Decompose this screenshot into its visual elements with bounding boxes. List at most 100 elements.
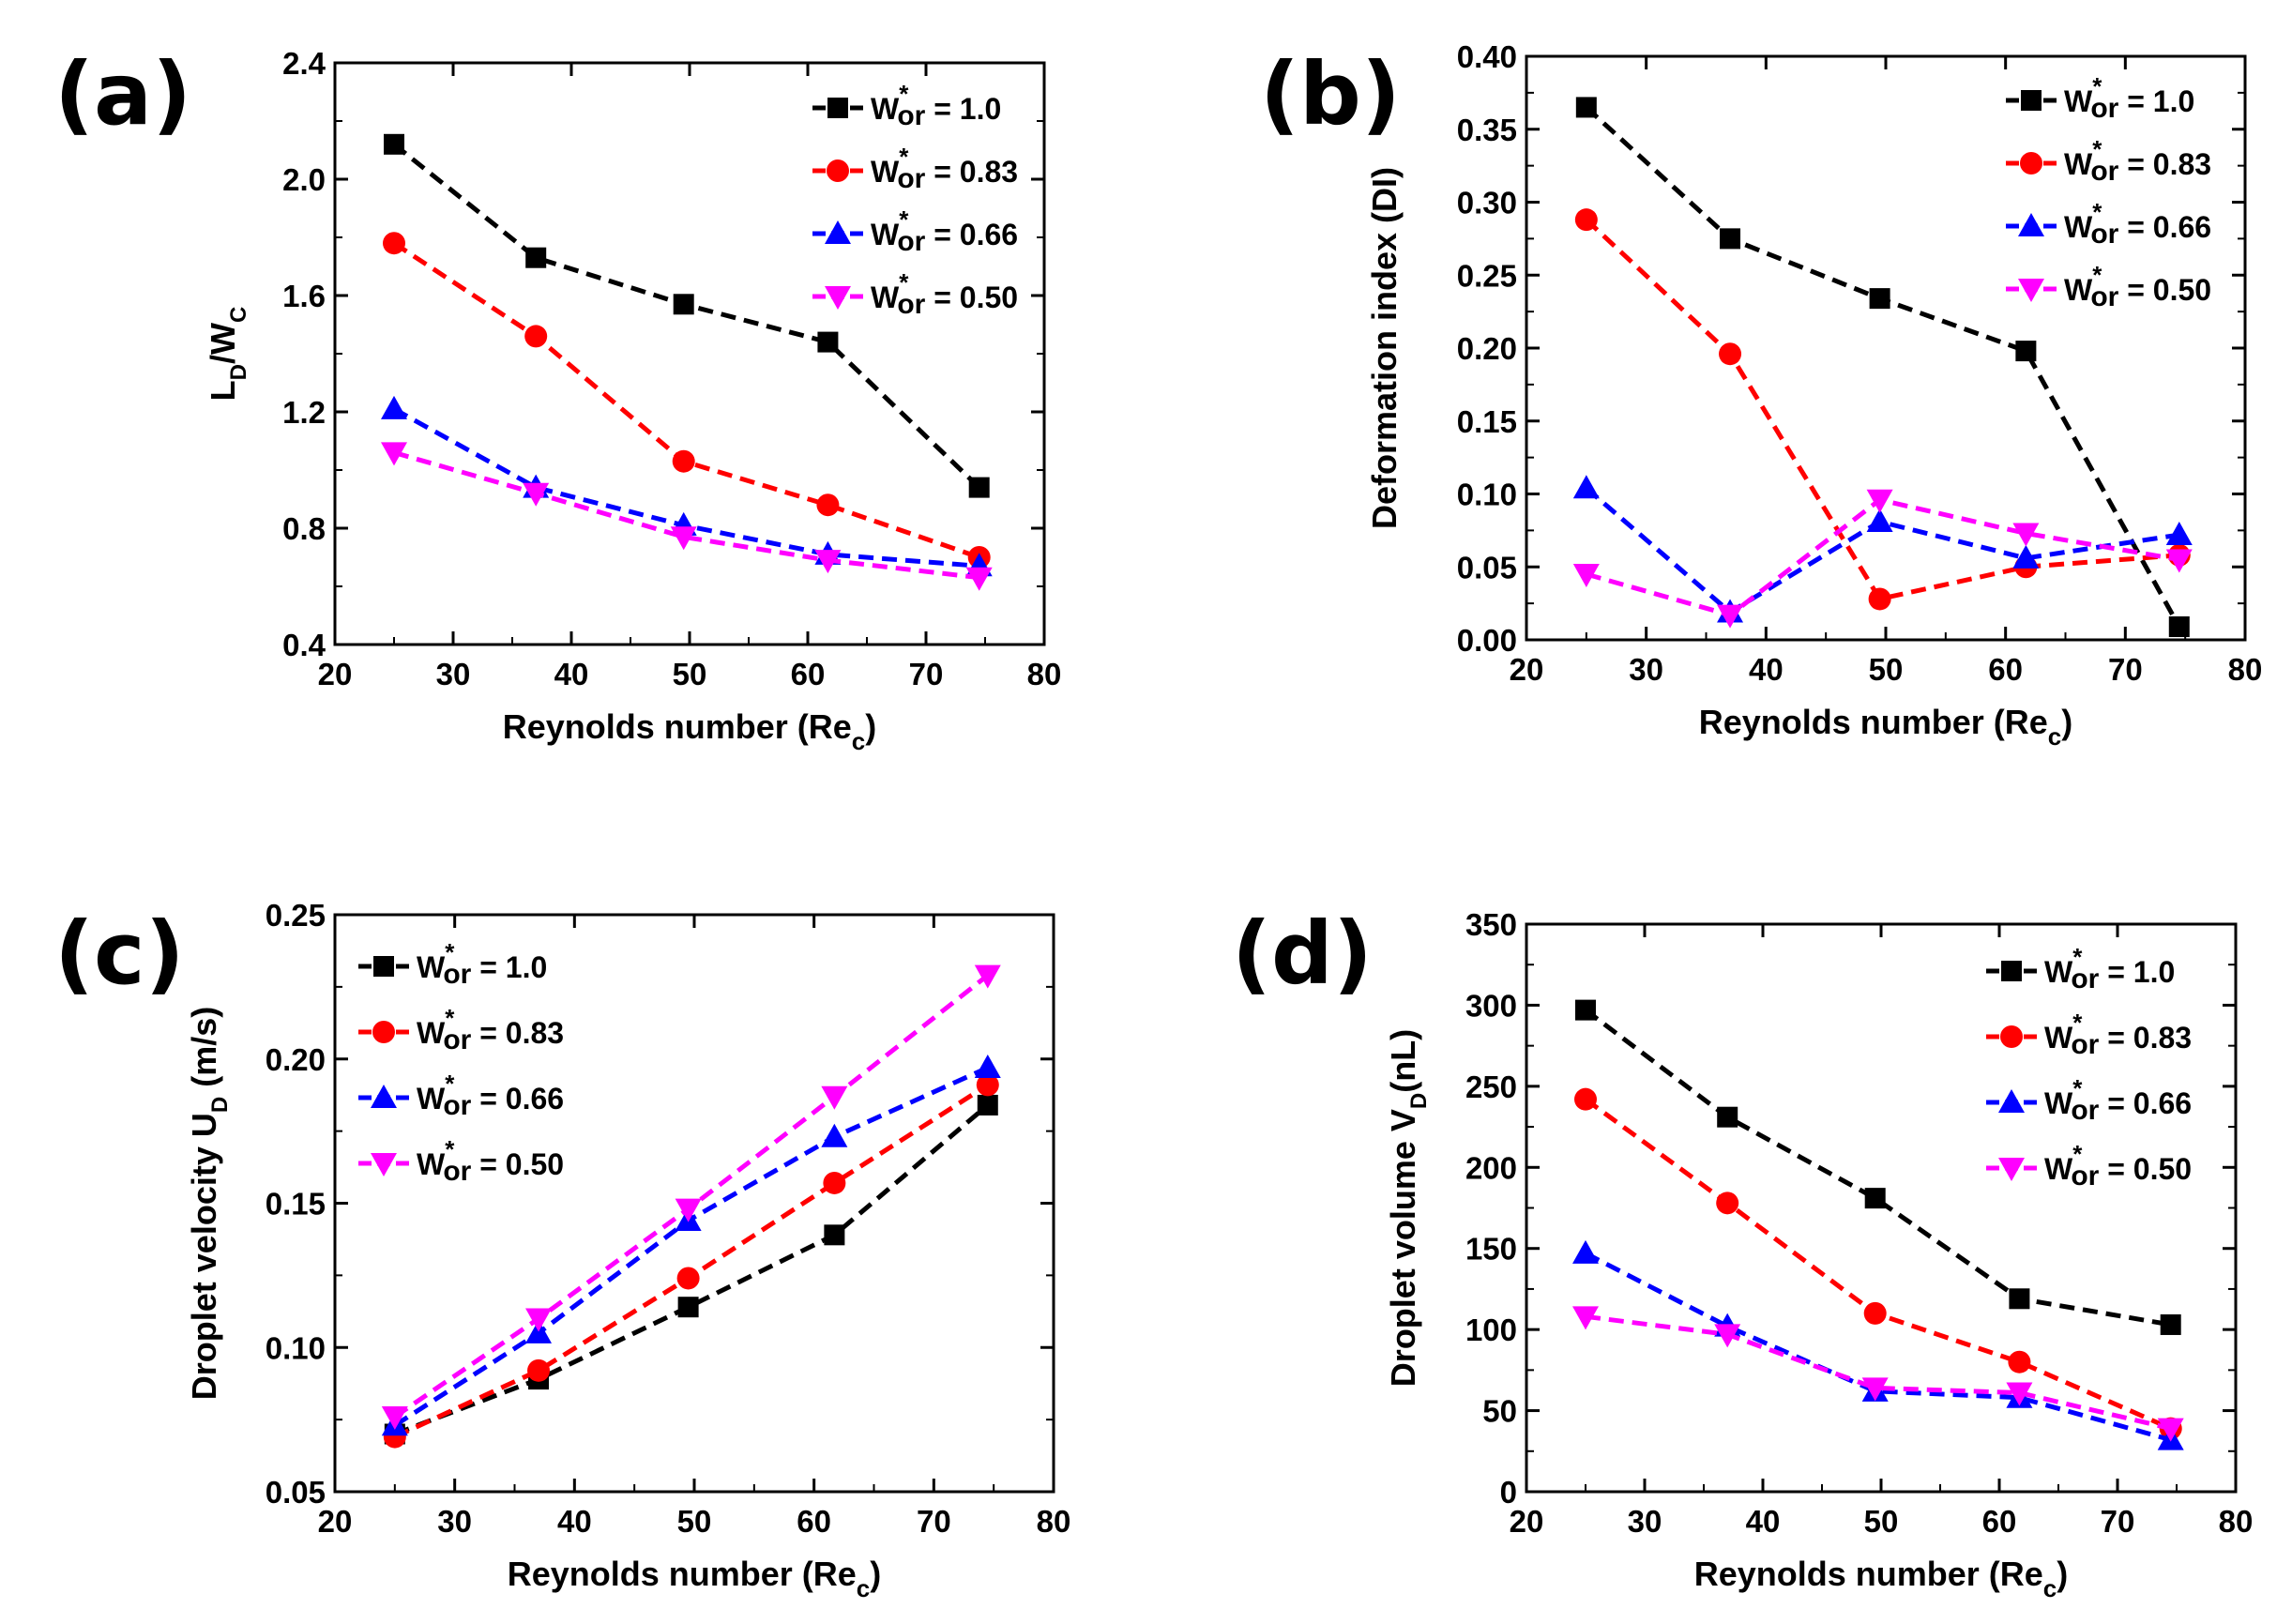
data-point <box>384 133 404 155</box>
y-tick-label: 0.05 <box>266 1475 326 1510</box>
legend-marker <box>2001 961 2022 981</box>
legend-b: W* or = 1.0 W* or = 0.83 W* or = 0.66 W* or = 0… <box>2006 72 2211 312</box>
series-d-3 <box>1572 1306 2184 1442</box>
x-tick-label: 70 <box>2108 652 2143 687</box>
chart-panel-c: (c) 20 30 40 50 60 70 80 0.05 0.10 0.15 0.20 0.25 Rey… <box>54 898 1070 1602</box>
data-point <box>676 1267 700 1290</box>
legend-marker <box>2018 213 2044 236</box>
series-b-3 <box>1572 489 2193 629</box>
legend-label: W* or = 0.83 <box>2044 1009 2192 1060</box>
legend-label: W* or = 1.0 <box>2064 72 2194 124</box>
panel-label-b: (b) <box>1260 44 1401 144</box>
series-a-0 <box>384 133 990 498</box>
x-tick-label: 60 <box>797 1504 831 1539</box>
data-point <box>976 1073 999 1097</box>
legend-marker <box>371 1153 397 1176</box>
y-tick-label: 0.8 <box>282 511 326 546</box>
x-tick-label: 80 <box>1037 1504 1071 1539</box>
panel-label-d: (d) <box>1232 903 1373 1004</box>
data-point <box>525 1308 553 1332</box>
data-point <box>381 442 407 466</box>
legend-label: W* or = 0.66 <box>2064 198 2211 250</box>
data-point <box>670 526 697 551</box>
legend-label: W* or = 0.50 <box>871 268 1018 320</box>
data-point <box>1574 208 1598 232</box>
legend-label: W* or = 1.0 <box>2044 943 2175 994</box>
legend-label: W* or = 0.50 <box>2064 261 2211 312</box>
x-tick-label: 60 <box>791 657 826 691</box>
data-point <box>381 1406 408 1431</box>
series-c-1 <box>383 1073 999 1449</box>
series-c-3 <box>381 964 1001 1431</box>
legend-c: W* or = 1.0 W* or = 0.83 W* or = 0.66 W* or = 0… <box>358 938 564 1187</box>
data-point <box>1868 587 1891 611</box>
y-tick-label: 0.25 <box>1457 258 1517 293</box>
data-point <box>1717 604 1744 629</box>
data-point <box>1720 228 1741 250</box>
x-tick-label: 50 <box>1864 1504 1899 1539</box>
legend-marker <box>2000 1025 2023 1048</box>
data-point <box>1869 288 1890 310</box>
legend-label: W* or = 0.50 <box>417 1135 564 1187</box>
data-point <box>1863 1301 1887 1325</box>
y-axis-label: Deformation index (DI) <box>1365 167 1404 529</box>
data-point <box>2012 544 2040 569</box>
series-line <box>392 142 981 490</box>
y-tick-label: 0.40 <box>1457 39 1517 74</box>
data-point <box>673 294 694 315</box>
series-line <box>1584 1251 2172 1443</box>
data-point <box>1866 508 1893 533</box>
x-tick-label: 30 <box>1628 1504 1662 1539</box>
data-point <box>816 493 840 517</box>
legend-a: W* or = 1.0 W* or = 0.83 W* or = 0.66 W* or = 0… <box>812 80 1018 320</box>
series-b-0 <box>1575 97 2190 638</box>
y-tick-label: 2.4 <box>282 46 326 81</box>
y-tick-label: 0.4 <box>282 628 326 662</box>
data-point <box>524 325 548 348</box>
series-line <box>393 1083 990 1439</box>
data-point <box>1572 1239 1599 1264</box>
y-tick-label: 150 <box>1465 1232 1517 1267</box>
series-d-0 <box>1575 999 2181 1335</box>
data-point <box>2006 1382 2033 1406</box>
x-tick-label: 40 <box>557 1504 592 1539</box>
data-point <box>1719 342 1742 366</box>
legend-label: W* or = 0.83 <box>871 143 1018 194</box>
y-tick-label: 350 <box>1465 907 1517 942</box>
x-axis-label: Reynolds number (Rec) <box>1699 703 2073 751</box>
y-axis-label: LD/WC <box>204 307 251 402</box>
data-point <box>381 395 407 419</box>
y-tick-label: 0.15 <box>266 1187 326 1222</box>
data-point <box>817 331 839 353</box>
legend-marker <box>2021 90 2042 111</box>
data-point <box>677 1297 699 1318</box>
panel-label-c: (c) <box>54 903 185 1004</box>
legend-label: W* or = 0.83 <box>417 1004 564 1055</box>
data-point <box>1716 1191 1739 1215</box>
y-tick-label: 100 <box>1465 1313 1517 1347</box>
y-tick-label: 2.0 <box>282 162 326 197</box>
legend-marker <box>1998 1089 2025 1113</box>
series-line <box>393 449 979 581</box>
data-point <box>1572 475 1600 499</box>
x-tick-label: 30 <box>436 657 471 691</box>
data-point <box>2015 341 2037 362</box>
legend-label: W* or = 0.66 <box>417 1070 564 1121</box>
data-point <box>675 1198 702 1222</box>
data-point <box>672 449 695 473</box>
series-line <box>1584 1008 2172 1328</box>
plot-frame-a <box>333 61 1046 646</box>
data-point <box>525 247 547 268</box>
y-tick-label: 0 <box>1500 1475 1517 1510</box>
legend-marker <box>1998 1158 2025 1181</box>
y-tick-label: 0.05 <box>1457 550 1517 584</box>
data-point <box>824 1224 845 1246</box>
series-a-2 <box>381 395 993 577</box>
data-point <box>527 1358 551 1382</box>
data-point <box>2160 1313 2181 1335</box>
y-tick-label: 0.15 <box>1457 404 1517 439</box>
legend-d: W* or = 1.0 W* or = 0.83 W* or = 0.66 W* or = 0… <box>1986 943 2192 1191</box>
data-point <box>974 964 1001 989</box>
x-tick-label: 40 <box>1749 652 1784 687</box>
data-point <box>821 1085 848 1110</box>
